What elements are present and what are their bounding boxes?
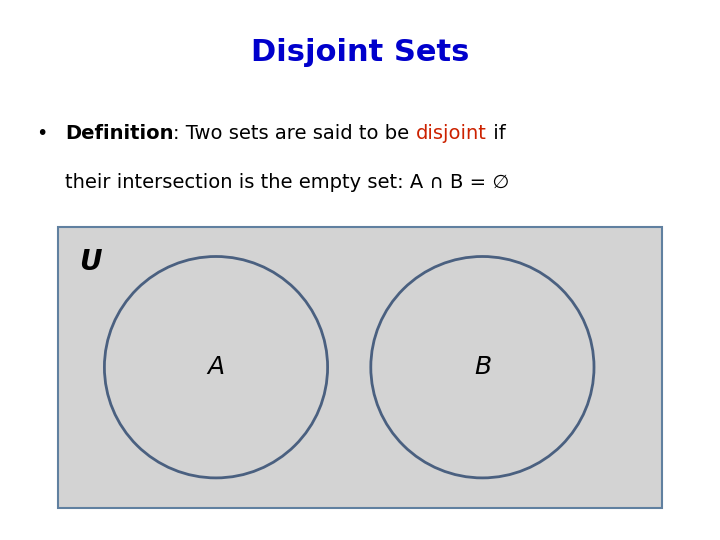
Text: B: B: [474, 355, 491, 379]
FancyBboxPatch shape: [58, 227, 662, 508]
Text: A: A: [207, 355, 225, 379]
Text: •: •: [36, 124, 48, 143]
Text: Definition: Definition: [65, 124, 174, 143]
Text: disjoint: disjoint: [415, 124, 487, 143]
Ellipse shape: [371, 256, 594, 478]
Ellipse shape: [104, 256, 328, 478]
Text: Disjoint Sets: Disjoint Sets: [251, 38, 469, 67]
Text: their intersection is the empty set: A ∩ B = ∅: their intersection is the empty set: A ∩…: [65, 173, 509, 192]
Text: if: if: [487, 124, 505, 143]
Text: U: U: [79, 248, 102, 276]
Text: : Two sets are said to be: : Two sets are said to be: [174, 124, 415, 143]
